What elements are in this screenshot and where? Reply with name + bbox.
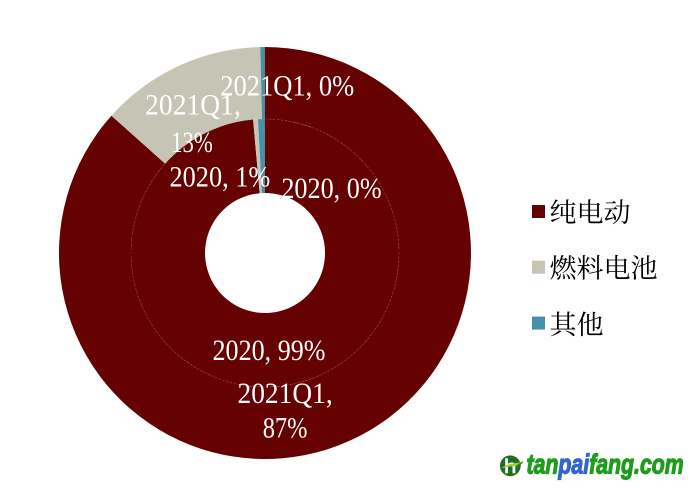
svg-text:2020, 99%: 2020, 99% xyxy=(213,334,326,367)
svg-text:2021Q1,: 2021Q1, xyxy=(145,88,241,121)
svg-text:87%: 87% xyxy=(263,411,308,444)
svg-text:tanpaifang.com: tanpaifang.com xyxy=(527,449,684,481)
svg-text:2020, 1%: 2020, 1% xyxy=(170,161,271,194)
svg-text:2021Q1, 0%: 2021Q1, 0% xyxy=(220,69,354,102)
svg-text:13%: 13% xyxy=(171,126,213,159)
svg-text:2021Q1,: 2021Q1, xyxy=(238,377,333,410)
svg-text:2020, 0%: 2020, 0% xyxy=(281,172,381,205)
